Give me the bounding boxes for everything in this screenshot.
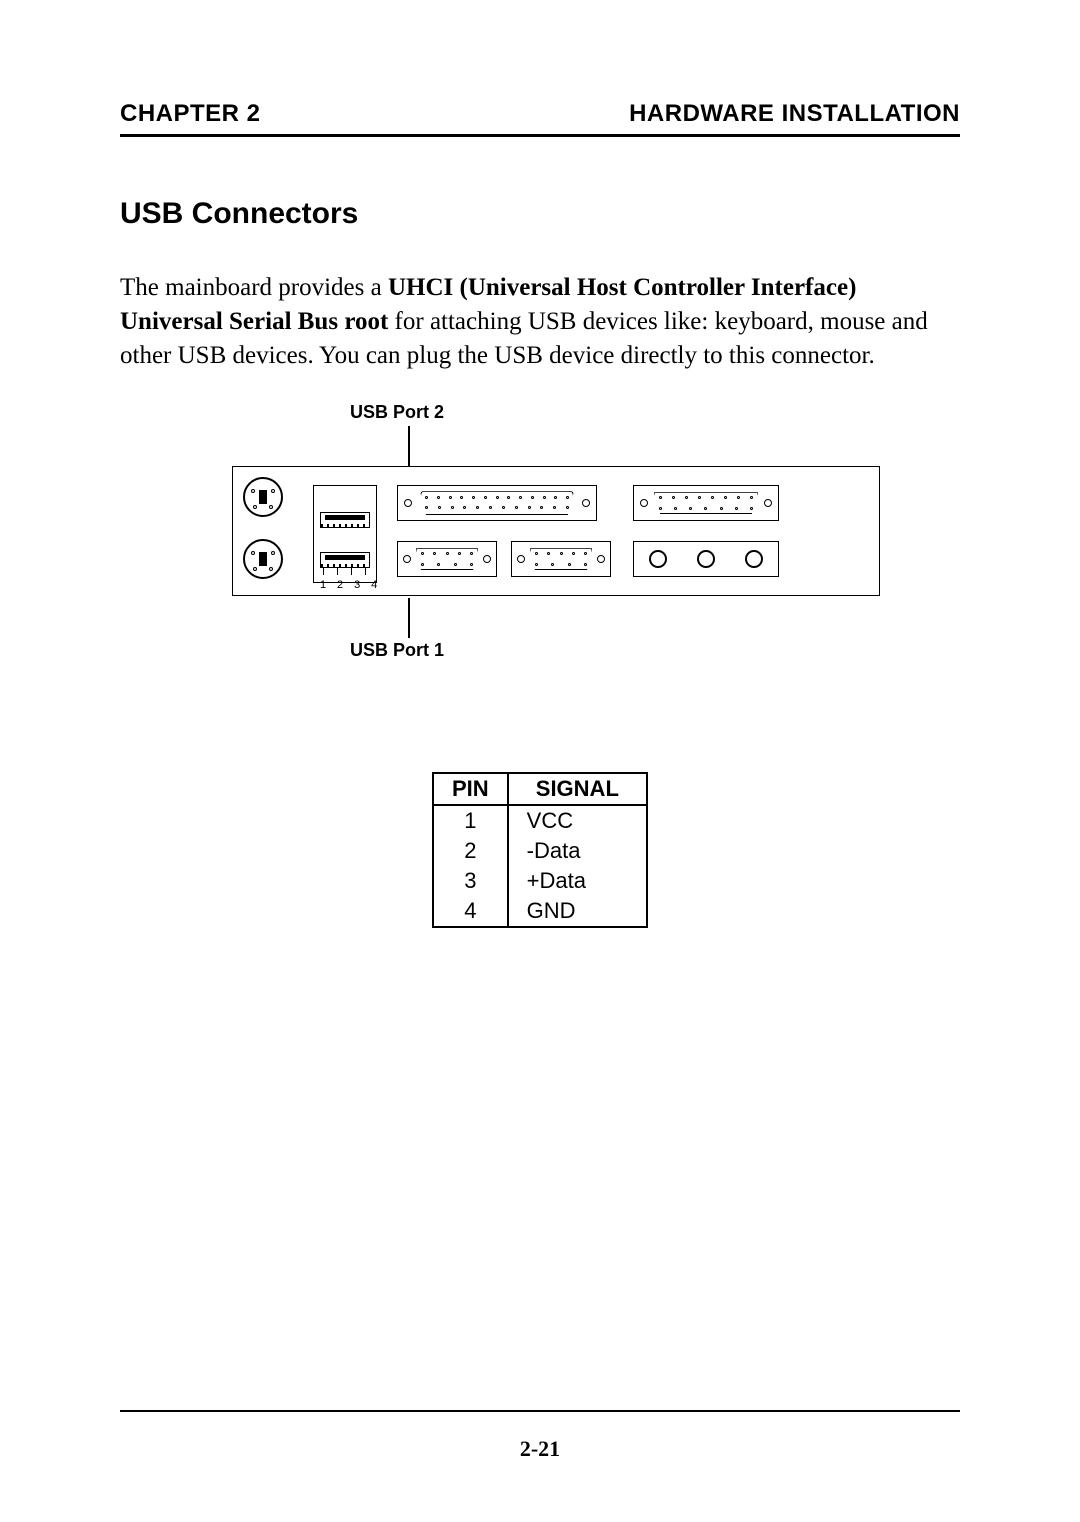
pin-tick-icon (323, 567, 324, 575)
table-row: 3 +Data (433, 866, 647, 896)
footer-rule (120, 1410, 960, 1412)
audio-jack-icon (745, 550, 763, 568)
table-header-pin: PIN (433, 773, 508, 805)
usb-port-2-label: USB Port 2 (350, 402, 444, 423)
table-cell-pin: 3 (433, 866, 508, 896)
page-header: CHAPTER 2 HARDWARE INSTALLATION (120, 100, 960, 137)
table-cell-signal: VCC (508, 805, 647, 836)
pin-tick-icon (351, 567, 352, 575)
table-row: 2 -Data (433, 836, 647, 866)
table-header-signal: SIGNAL (508, 773, 647, 805)
table-cell-pin: 2 (433, 836, 508, 866)
body-text-prefix: The mainboard provides a (120, 274, 388, 301)
pin-number: 4 (368, 579, 381, 591)
usb-port-1-slot-icon (320, 552, 370, 568)
usb-port-1-label: USB Port 1 (350, 640, 444, 661)
pin-tick-icon (365, 567, 366, 575)
ps2-connector-icon (243, 477, 283, 517)
page-number: 2-21 (0, 1436, 1080, 1462)
table-cell-signal: -Data (508, 836, 647, 866)
table-cell-signal: +Data (508, 866, 647, 896)
audio-jack-icon (649, 550, 667, 568)
db25-pins-bottom (425, 506, 569, 510)
io-panel-outline: 1 2 3 4 (232, 466, 880, 596)
pin-signal-table: PIN SIGNAL 1 VCC 2 -Data 3 +Data 4 GND (432, 772, 648, 928)
pin-number: 1 (317, 579, 330, 591)
serial-db9-icon (511, 541, 611, 577)
body-paragraph: The mainboard provides a UHCI (Universal… (120, 271, 960, 372)
usb-port-2-slot-icon (320, 512, 370, 528)
pin-tick-icon (337, 567, 338, 575)
chapter-label: CHAPTER 2 (120, 100, 261, 128)
table-row: 4 GND (433, 896, 647, 927)
ps2-connector-icon (243, 539, 283, 579)
table-cell-signal: GND (508, 896, 647, 927)
usb-port-2-leader-line (408, 426, 410, 466)
parallel-db25-icon (397, 485, 597, 521)
table-cell-pin: 4 (433, 896, 508, 927)
serial-db9-icon (397, 541, 497, 577)
usb-pin-number-labels: 1 2 3 4 (317, 579, 381, 591)
usb-port-1-leader-line (408, 598, 410, 638)
game-db15-icon (633, 485, 779, 521)
chapter-title: HARDWARE INSTALLATION (629, 100, 960, 128)
io-panel-diagram: USB Port 2 1 2 3 4 (200, 402, 880, 672)
section-title: USB Connectors (120, 197, 960, 231)
db25-pins-top (425, 496, 569, 500)
table-row: 1 VCC (433, 805, 647, 836)
audio-jacks-icon (633, 541, 779, 577)
pin-number: 2 (334, 579, 347, 591)
table-header-row: PIN SIGNAL (433, 773, 647, 805)
audio-jack-icon (697, 550, 715, 568)
table-cell-pin: 1 (433, 805, 508, 836)
pin-number: 3 (351, 579, 364, 591)
